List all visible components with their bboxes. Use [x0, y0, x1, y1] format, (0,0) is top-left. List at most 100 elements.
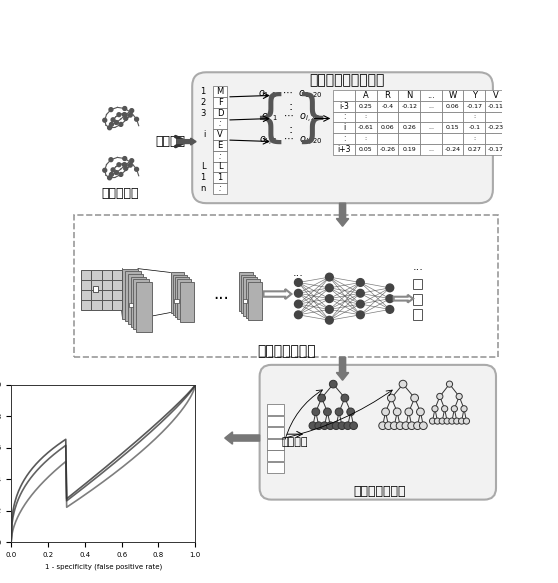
- Bar: [102, 270, 112, 280]
- Bar: [377, 101, 398, 111]
- Text: ...: ...: [428, 125, 434, 130]
- Circle shape: [130, 159, 134, 163]
- Bar: [213, 86, 227, 97]
- Circle shape: [408, 422, 416, 430]
- Circle shape: [347, 408, 354, 416]
- Bar: [131, 277, 146, 326]
- Text: L: L: [201, 163, 205, 171]
- Circle shape: [432, 406, 438, 412]
- Bar: [133, 279, 149, 329]
- Circle shape: [108, 176, 112, 180]
- Text: i: i: [343, 123, 345, 132]
- Text: :: :: [219, 120, 222, 128]
- Circle shape: [119, 173, 123, 177]
- Text: $o_{1,1}$  $\cdots$  $o_{1,20}$: $o_{1,1}$ $\cdots$ $o_{1,20}$: [258, 89, 323, 102]
- Circle shape: [332, 422, 340, 430]
- Bar: [420, 111, 442, 122]
- Circle shape: [399, 380, 407, 388]
- Circle shape: [449, 418, 455, 424]
- Text: -0.17: -0.17: [466, 104, 482, 108]
- Bar: [246, 279, 259, 318]
- Circle shape: [444, 418, 450, 424]
- Circle shape: [335, 408, 343, 416]
- Bar: [333, 133, 355, 144]
- FancyArrow shape: [394, 295, 413, 303]
- Circle shape: [341, 394, 349, 402]
- Bar: [81, 300, 92, 310]
- Circle shape: [357, 311, 364, 319]
- Text: 0.26: 0.26: [402, 125, 416, 130]
- Circle shape: [309, 422, 317, 430]
- Text: R: R: [384, 91, 391, 100]
- Bar: [128, 274, 143, 324]
- Circle shape: [117, 113, 121, 117]
- Text: D: D: [217, 108, 223, 118]
- Text: i: i: [203, 130, 205, 139]
- Circle shape: [325, 317, 333, 324]
- Bar: [333, 122, 355, 133]
- Bar: [420, 144, 442, 154]
- Bar: [74, 215, 498, 357]
- Bar: [333, 144, 355, 154]
- Circle shape: [321, 422, 329, 430]
- Bar: [213, 173, 227, 183]
- Bar: [413, 294, 422, 305]
- Text: 0.25: 0.25: [359, 104, 373, 108]
- Text: 0.27: 0.27: [468, 147, 481, 152]
- Bar: [355, 122, 377, 133]
- Bar: [112, 300, 122, 310]
- Bar: [485, 133, 507, 144]
- Text: $o_{i,1}$  $\cdots$  $o_{i,20}$: $o_{i,1}$ $\cdots$ $o_{i,20}$: [261, 112, 320, 125]
- Circle shape: [441, 406, 448, 412]
- Bar: [355, 90, 377, 101]
- Circle shape: [413, 422, 421, 430]
- Text: ...: ...: [427, 91, 435, 100]
- Circle shape: [315, 422, 323, 430]
- Text: :: :: [219, 152, 222, 161]
- Bar: [92, 290, 102, 300]
- Circle shape: [114, 171, 118, 174]
- Bar: [213, 129, 227, 140]
- Text: -0.17: -0.17: [488, 147, 504, 152]
- Text: :: :: [343, 134, 345, 143]
- Circle shape: [350, 422, 358, 430]
- Bar: [377, 90, 398, 101]
- Bar: [267, 404, 285, 415]
- Bar: [122, 269, 138, 319]
- Circle shape: [382, 408, 389, 416]
- Bar: [81, 280, 92, 290]
- Text: 0.15: 0.15: [446, 125, 459, 130]
- Bar: [81, 270, 92, 280]
- Bar: [420, 122, 442, 133]
- Circle shape: [103, 168, 107, 172]
- Circle shape: [123, 163, 127, 167]
- Circle shape: [329, 380, 337, 388]
- Text: i+3: i+3: [338, 145, 351, 154]
- Text: 3: 3: [200, 108, 205, 118]
- Bar: [485, 122, 507, 133]
- Text: V: V: [493, 91, 499, 100]
- Bar: [102, 280, 112, 290]
- Circle shape: [393, 408, 401, 416]
- Bar: [464, 90, 485, 101]
- Text: ...: ...: [428, 147, 434, 152]
- Circle shape: [114, 121, 118, 124]
- Bar: [398, 144, 420, 154]
- Circle shape: [461, 406, 467, 412]
- Bar: [420, 133, 442, 144]
- Circle shape: [386, 305, 394, 313]
- Text: n: n: [200, 184, 205, 193]
- Text: -0.11: -0.11: [488, 104, 504, 108]
- Bar: [485, 111, 507, 122]
- Text: 进化信息: 进化信息: [156, 135, 185, 148]
- Text: 0.19: 0.19: [402, 147, 416, 152]
- Circle shape: [117, 163, 121, 167]
- Circle shape: [402, 422, 410, 430]
- Circle shape: [338, 422, 346, 430]
- Bar: [398, 90, 420, 101]
- Bar: [267, 416, 285, 427]
- Circle shape: [134, 117, 138, 121]
- Bar: [485, 90, 507, 101]
- Bar: [398, 133, 420, 144]
- Text: ...: ...: [213, 285, 229, 303]
